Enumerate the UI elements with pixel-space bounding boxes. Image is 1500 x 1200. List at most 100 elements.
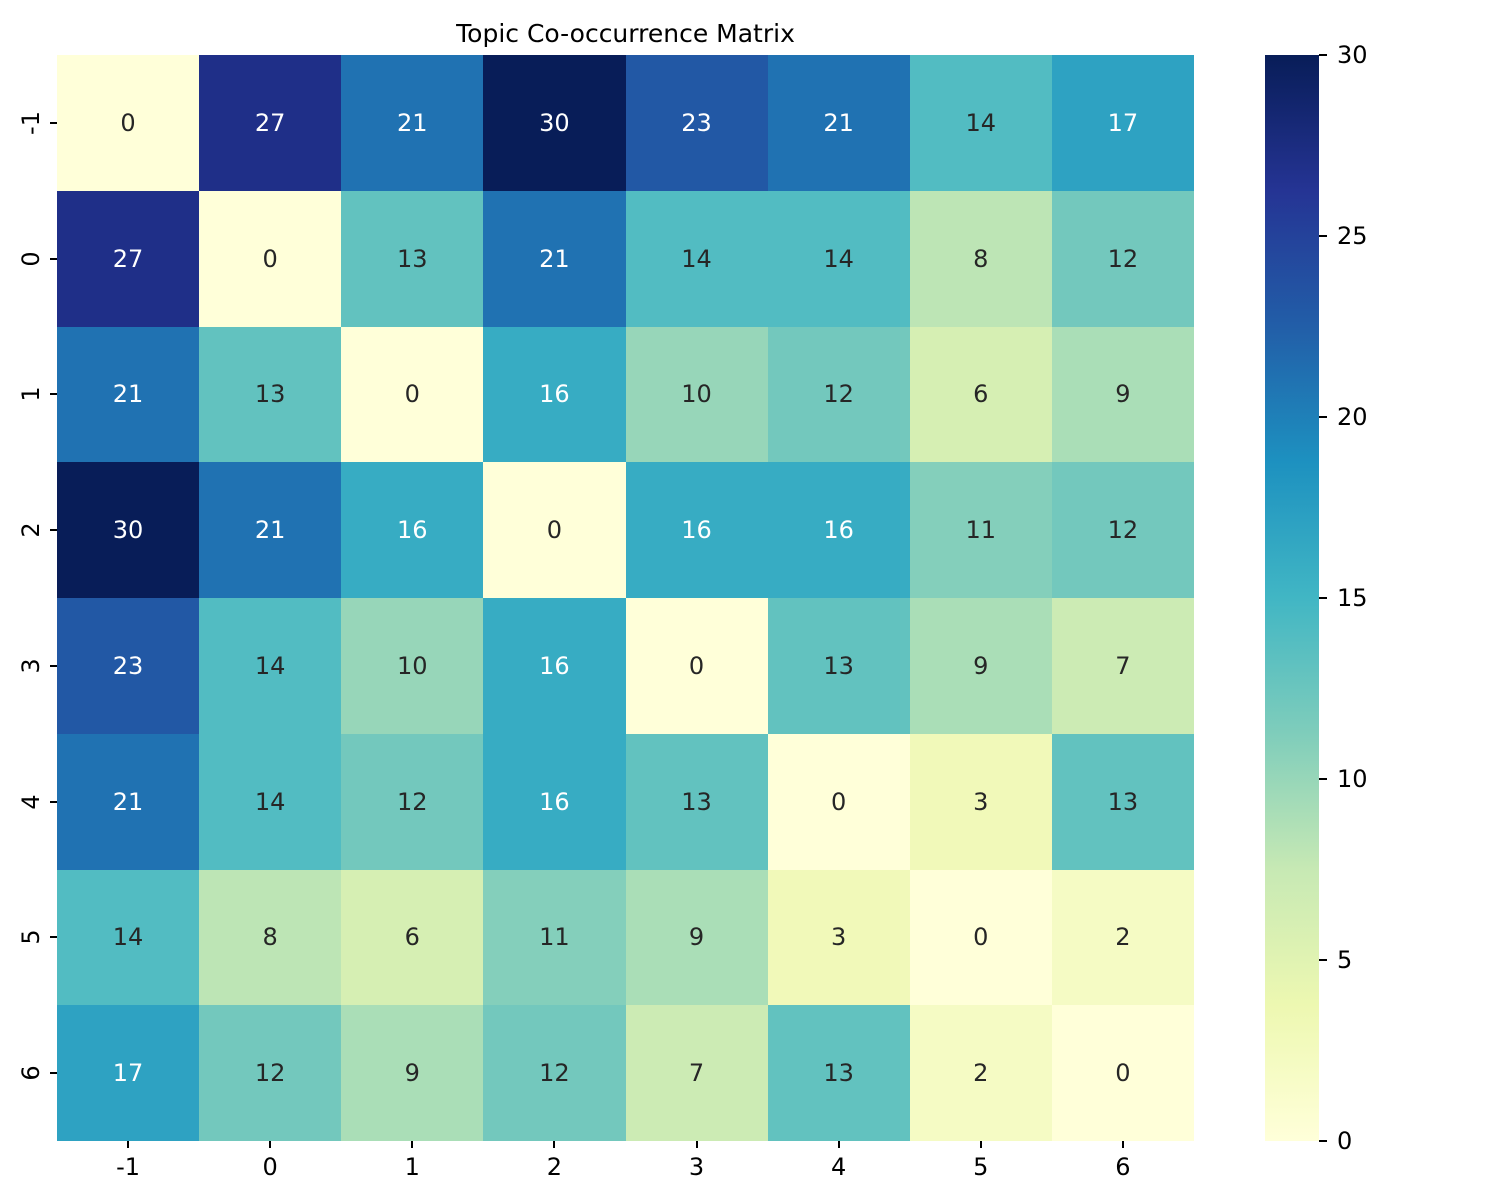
y-tick-label: 6 <box>17 1065 45 1081</box>
heatmap-cell: 13 <box>199 326 342 463</box>
y-tick-label: 1 <box>17 386 45 403</box>
heatmap-cell: 13 <box>625 733 768 870</box>
heatmap-cell: 2 <box>909 1005 1052 1141</box>
heatmap-cell: 14 <box>909 55 1052 191</box>
colorbar-tick-label: 15 <box>1337 584 1368 612</box>
heatmap-cell: 23 <box>625 55 768 191</box>
heatmap-cell: 3 <box>909 733 1052 870</box>
x-axis-tick <box>127 1141 130 1148</box>
heatmap-cell: 0 <box>199 190 342 327</box>
y-tick-label: 4 <box>17 793 45 810</box>
heatmap-cell: 9 <box>625 869 768 1006</box>
heatmap-cell: 14 <box>199 598 342 734</box>
heatmap-cell: 3 <box>767 869 910 1006</box>
heatmap-cell: 0 <box>625 598 768 734</box>
colorbar <box>1265 55 1319 1141</box>
heatmap-cell: 17 <box>1051 55 1194 191</box>
colorbar-tick-label: 20 <box>1337 403 1368 431</box>
colorbar-tick <box>1319 778 1327 780</box>
heatmap-cell: 7 <box>1051 598 1194 734</box>
heatmap-cell: 12 <box>1051 190 1194 327</box>
x-axis-tick <box>979 1141 982 1148</box>
heatmap-cell: 11 <box>909 462 1052 598</box>
heatmap-cell: 21 <box>767 55 910 191</box>
heatmap-cell: 9 <box>909 598 1052 734</box>
x-axis-tick <box>837 1141 840 1148</box>
colorbar-tick-label: 5 <box>1337 946 1353 974</box>
heatmap-cell: 23 <box>57 598 200 734</box>
heatmap-cell: 12 <box>1051 462 1194 598</box>
y-axis-tick <box>50 936 57 939</box>
y-tick-label: -1 <box>17 110 45 135</box>
heatmap-cell: 12 <box>199 1005 342 1141</box>
y-axis-tick <box>50 529 57 532</box>
heatmap-cell: 12 <box>767 326 910 463</box>
heatmap-cell: 2 <box>1051 869 1194 1006</box>
heatmap-cell: 13 <box>767 598 910 734</box>
heatmap-cell: 10 <box>341 598 484 734</box>
heatmap-cell: 21 <box>483 190 626 327</box>
y-axis-tick <box>50 121 57 124</box>
colorbar-tick-label: 10 <box>1337 765 1368 793</box>
y-tick-label: 5 <box>17 929 45 946</box>
heatmap-cell: 0 <box>909 869 1052 1006</box>
colorbar-tick-label: 25 <box>1337 222 1368 250</box>
colorbar-tick-label: 30 <box>1337 41 1368 69</box>
heatmap-cell: 9 <box>341 1005 484 1141</box>
heatmap-cell: 16 <box>341 462 484 598</box>
x-axis-tick <box>553 1141 556 1148</box>
x-tick-label: 0 <box>262 1153 278 1181</box>
colorbar-tick <box>1319 54 1327 56</box>
x-tick-label: 1 <box>404 1153 420 1181</box>
x-tick-label: 3 <box>688 1153 705 1181</box>
x-tick-label: 2 <box>546 1153 563 1181</box>
heatmap-cell: 16 <box>483 598 626 734</box>
heatmap-cell: 30 <box>57 462 200 598</box>
heatmap-cell: 12 <box>483 1005 626 1141</box>
heatmap-cell: 16 <box>483 326 626 463</box>
x-axis-tick <box>411 1141 414 1148</box>
heatmap-cell: 21 <box>199 462 342 598</box>
heatmap-cell: 0 <box>483 462 626 598</box>
heatmap-cell: 21 <box>57 326 200 463</box>
x-tick-label: 5 <box>973 1153 989 1181</box>
y-tick-label: 3 <box>17 658 45 674</box>
heatmap-cell: 8 <box>909 190 1052 327</box>
heatmap-cell: 6 <box>909 326 1052 463</box>
colorbar-tick <box>1319 1140 1327 1142</box>
heatmap-cell: 13 <box>341 190 484 327</box>
colorbar-tick <box>1319 235 1327 237</box>
chart-title: Topic Co-occurrence Matrix <box>456 19 795 48</box>
x-axis-tick <box>695 1141 698 1148</box>
colorbar-tick <box>1319 959 1327 961</box>
heatmap-cell: 27 <box>199 55 342 191</box>
heatmap-grid: 0 27 21 30 23 21 14 17 27 0 13 21 14 14 8 12 21 13 0 16 10 12… <box>57 55 1194 1141</box>
heatmap-cell: 14 <box>199 733 342 870</box>
heatmap-cell: 14 <box>767 190 910 327</box>
heatmap-cell: 0 <box>57 55 200 191</box>
heatmap-cell: 13 <box>1051 733 1194 870</box>
heatmap-cell: 11 <box>483 869 626 1006</box>
y-tick-label: 0 <box>17 250 45 267</box>
colorbar-tick <box>1319 597 1327 599</box>
heatmap-cell: 27 <box>57 190 200 327</box>
y-axis-tick <box>50 664 57 667</box>
y-axis-tick <box>50 393 57 396</box>
heatmap-cell: 21 <box>341 55 484 191</box>
heatmap-cell: 16 <box>483 733 626 870</box>
y-tick-label: 2 <box>17 522 45 538</box>
y-axis-tick <box>50 800 57 803</box>
heatmap-cell: 0 <box>767 733 910 870</box>
heatmap-cell: 13 <box>767 1005 910 1141</box>
heatmap-cell: 16 <box>625 462 768 598</box>
colorbar-gradient <box>1265 55 1319 1141</box>
heatmap-cell: 21 <box>57 733 200 870</box>
heatmap-cell: 6 <box>341 869 484 1006</box>
heatmap-cell: 14 <box>57 869 200 1006</box>
heatmap-cell: 9 <box>1051 326 1194 463</box>
heatmap-cell: 8 <box>199 869 342 1006</box>
x-tick-label: 4 <box>831 1153 847 1181</box>
heatmap-cell: 10 <box>625 326 768 463</box>
heatmap-cell: 12 <box>341 733 484 870</box>
